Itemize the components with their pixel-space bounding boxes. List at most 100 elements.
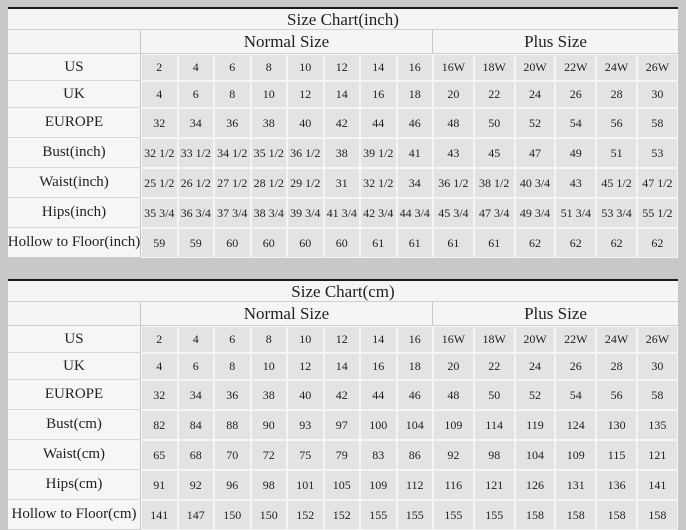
size-cell: 2: [142, 327, 177, 352]
size-cell: 20W: [515, 327, 555, 352]
size-cell: 48: [434, 381, 473, 409]
size-cell: 6: [215, 327, 250, 352]
size-cell: 59: [142, 229, 177, 257]
row-label: US: [8, 326, 141, 353]
size-cell: 35 3/4: [142, 199, 177, 227]
table-title-cm: Size Chart(cm): [8, 281, 678, 302]
size-cell: 6: [178, 354, 213, 379]
size-cell: 32: [142, 109, 177, 137]
table-row: Hips(inch) 35 3/4 36 3/4 37 3/4 38 3/4 39 3/4…: [8, 198, 678, 228]
size-cell: 109: [434, 411, 473, 439]
size-cell: 34 1/2: [215, 139, 250, 167]
size-cell: 24: [515, 354, 555, 379]
size-cell: 46: [397, 109, 432, 137]
size-cell: 26 1/2: [178, 169, 213, 197]
size-cell: 10: [251, 354, 286, 379]
size-cell: 42: [324, 381, 359, 409]
size-cell: 62: [556, 229, 596, 257]
size-cell: 29 1/2: [288, 169, 323, 197]
normal-size-header: Normal Size: [141, 302, 433, 325]
size-cell: 27 1/2: [215, 169, 250, 197]
row-label: EUROPE: [8, 108, 141, 138]
size-cell: 147: [178, 501, 213, 529]
size-cell: 22W: [556, 55, 596, 80]
size-cell: 39 1/2: [361, 139, 396, 167]
size-cell: 41: [397, 139, 432, 167]
normal-size-header: Normal Size: [141, 30, 433, 53]
size-cell: 51 3/4: [556, 199, 596, 227]
table-row: Bust(inch) 32 1/2 33 1/2 34 1/2 35 1/2 36 1/2…: [8, 138, 678, 168]
size-cell: 6: [178, 82, 213, 107]
size-cell: 88: [215, 411, 250, 439]
size-cell: 14: [324, 354, 359, 379]
size-cell: 155: [397, 501, 432, 529]
size-cell: 44: [361, 381, 396, 409]
size-cell: 75: [288, 441, 323, 469]
size-cell: 10: [288, 55, 323, 80]
size-cell: 8: [215, 82, 250, 107]
size-cell: 14: [324, 82, 359, 107]
table-row: Waist(inch) 25 1/2 26 1/2 27 1/2 28 1/2 29 1/…: [8, 168, 678, 198]
size-cell: 12: [288, 354, 323, 379]
row-label: US: [8, 54, 141, 81]
size-cell: 54: [556, 381, 596, 409]
size-cell: 60: [215, 229, 250, 257]
size-cell: 62: [637, 229, 677, 257]
size-cell: 60: [324, 229, 359, 257]
size-cell: 20W: [515, 55, 555, 80]
size-cell: 46: [397, 381, 432, 409]
size-cell: 61: [474, 229, 514, 257]
size-cell: 14: [361, 327, 396, 352]
size-cell: 4: [178, 55, 213, 80]
size-cell: 116: [434, 471, 473, 499]
size-cell: 28 1/2: [251, 169, 286, 197]
size-cell: 58: [637, 109, 677, 137]
table-row: Hollow to Floor(cm) 141 147 150 150 152 152 155…: [8, 500, 678, 530]
size-cell: 43: [556, 169, 596, 197]
size-cell: 105: [324, 471, 359, 499]
size-cell: 152: [324, 501, 359, 529]
size-cell: 136: [597, 471, 636, 499]
size-cell: 36 1/2: [288, 139, 323, 167]
table-row: Waist(cm) 65 68 70 72 75 79 83 86 92 98 104 109 115 12…: [8, 440, 678, 470]
size-cell: 25 1/2: [142, 169, 177, 197]
size-cell: 60: [251, 229, 286, 257]
size-cell: 152: [288, 501, 323, 529]
size-cell: 16: [397, 327, 432, 352]
size-cell: 30: [637, 354, 677, 379]
size-cell: 31: [324, 169, 359, 197]
size-cell: 47 3/4: [474, 199, 514, 227]
size-cell: 158: [597, 501, 636, 529]
size-cell: 34: [178, 381, 213, 409]
size-cell: 56: [597, 381, 636, 409]
size-cell: 91: [142, 471, 177, 499]
size-cell: 32 1/2: [361, 169, 396, 197]
group-header-row: Normal Size Plus Size: [8, 302, 678, 326]
size-cell: 124: [556, 411, 596, 439]
size-cell: 16W: [434, 55, 473, 80]
size-cell: 38: [251, 109, 286, 137]
size-cell: 38 3/4: [251, 199, 286, 227]
size-cell: 62: [515, 229, 555, 257]
label-column-spacer: [8, 30, 141, 53]
plus-size-header: Plus Size: [524, 32, 587, 51]
size-cell: 119: [515, 411, 555, 439]
size-cell: 36 3/4: [178, 199, 213, 227]
table-row: EUROPE 32 34 36 38 40 42 44 46 48 50 52 54 56 58: [8, 380, 678, 410]
row-label: Waist(inch): [8, 168, 141, 198]
size-cell: 40: [288, 109, 323, 137]
row-label: UK: [8, 353, 141, 380]
size-cell: 109: [556, 441, 596, 469]
size-cell: 52: [515, 109, 555, 137]
size-cell: 72: [251, 441, 286, 469]
size-cell: 14: [361, 55, 396, 80]
table-row: UK 4 6 8 10 12 14 16 18 20 22 24 26 28 30: [8, 353, 678, 380]
row-label: Bust(inch): [8, 138, 141, 168]
size-cell: 86: [397, 441, 432, 469]
size-cell: 150: [215, 501, 250, 529]
size-cell: 34: [397, 169, 432, 197]
size-cell: 40: [288, 381, 323, 409]
size-cell: 65: [142, 441, 177, 469]
size-cell: 43: [434, 139, 473, 167]
group-header-row: Normal Size Plus Size: [8, 30, 678, 54]
